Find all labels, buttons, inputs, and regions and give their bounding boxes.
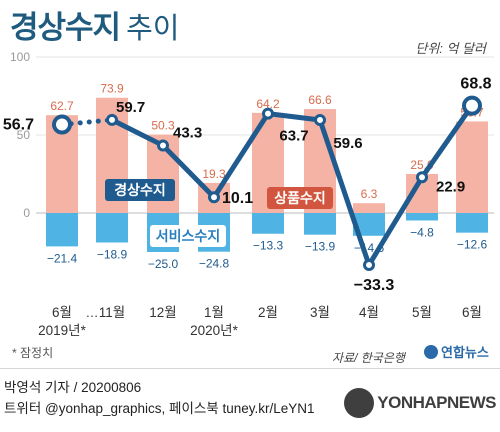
x-tick-label: 2월 <box>258 305 278 320</box>
current-account-label: 63.7 <box>279 128 308 145</box>
service-bar-label: −24.8 <box>199 257 230 271</box>
current-account-point <box>363 258 375 271</box>
watermark-text: YONHAPNEWS <box>377 393 496 412</box>
yonhap-logo-text: 연합뉴스 <box>441 345 489 360</box>
credit-line-1: 박영석 기자 / 20200806 <box>4 380 142 395</box>
service-bar-label: −13.3 <box>253 239 284 253</box>
service-bar-label: −4.8 <box>410 225 434 239</box>
service-bar <box>353 213 385 236</box>
goods-bar <box>353 203 385 213</box>
service-bar <box>456 213 488 233</box>
current-account-point <box>106 113 118 126</box>
current-account-label: −33.3 <box>354 277 395 294</box>
current-account-tag-box <box>105 179 175 201</box>
goods-tag-box <box>267 187 333 209</box>
goods-tag: 상품수지 <box>274 190 326 206</box>
yonhap-logo-icon <box>424 345 438 359</box>
x-tick-label: 3월 <box>310 305 330 320</box>
service-bar-label: −13.9 <box>305 240 336 254</box>
current-account-label: 22.9 <box>436 178 465 195</box>
yonhap-watermark: YONHAPNEWS <box>344 388 496 418</box>
goods-bar-label: 6.3 <box>361 187 378 201</box>
service-bar <box>304 213 336 235</box>
x-tick-label: 12월 <box>149 305 176 320</box>
y-tick-label: 100 <box>10 50 30 64</box>
goods-bar <box>456 121 488 213</box>
x-tick-label: 6월 <box>52 305 72 320</box>
watermark-icon <box>344 388 375 418</box>
service-bar-label: −18.9 <box>97 247 128 261</box>
current-account-label: 68.8 <box>460 76 491 93</box>
current-account-point <box>208 191 220 204</box>
chart-title: 경상수지 추이 <box>10 8 179 54</box>
service-tag: 서비스수지 <box>156 228 220 244</box>
current-account-point <box>262 107 274 120</box>
footnote: * 잠정치 <box>12 346 54 360</box>
current-account-point <box>416 171 428 184</box>
current-account-label: 56.7 <box>3 117 34 134</box>
goods-bar-label: 50.3 <box>151 119 175 133</box>
current-account-point <box>52 114 72 135</box>
current-account-label: 43.3 <box>173 124 202 141</box>
goods-bar-label: 64.2 <box>256 97 280 111</box>
x-tick-label: 4월 <box>359 305 379 320</box>
chart-area: 10050062.773.950.319.364.266.66.325.058.… <box>3 50 494 338</box>
service-bar <box>96 213 128 243</box>
service-bar <box>46 213 78 247</box>
y-tick-label: 0 <box>23 206 30 220</box>
source-label: 자료/ 한국은행 <box>332 351 405 365</box>
chart-title-main: 경상수지 <box>10 10 121 45</box>
current-account-label: 10.1 <box>222 190 253 207</box>
service-bar-label: −25.0 <box>148 257 179 271</box>
current-account-label: 59.7 <box>116 99 145 116</box>
service-tag-box <box>150 225 226 247</box>
unit-label: 단위: 억 달러 <box>415 41 486 56</box>
x-tick-label: 1월 <box>204 305 224 320</box>
goods-bar-label: 19.3 <box>202 167 226 181</box>
goods-bar-label: 62.7 <box>50 99 74 113</box>
service-bar <box>252 213 284 234</box>
current-account-line <box>110 104 475 268</box>
goods-bar-label: 66.6 <box>308 93 332 107</box>
goods-bar-label: 73.9 <box>100 82 124 96</box>
yonhap-logo: 연합뉴스 <box>424 342 489 361</box>
credit-line-2: 트위터 @yonhap_graphics, 페이스북 tuney.kr/LeYN… <box>4 401 315 416</box>
chart-title-sub: 추이 <box>126 13 180 45</box>
service-bar <box>406 213 438 221</box>
current-account-point <box>157 139 169 152</box>
current-account-tag: 경상수지 <box>114 182 166 198</box>
y-tick-label: 50 <box>17 128 31 142</box>
x-tick-label: 6월 <box>462 305 482 320</box>
current-account-label: 59.6 <box>333 135 362 152</box>
x-tick-label: 5월 <box>412 305 432 320</box>
x-year-label: 2020년* <box>190 323 238 338</box>
current-account-point <box>462 95 482 116</box>
service-bar-label: −12.6 <box>457 238 488 252</box>
x-gap-marker: … <box>86 305 99 320</box>
current-account-point <box>314 114 326 127</box>
x-year-label: 2019년* <box>38 323 86 338</box>
divider <box>0 368 500 369</box>
x-tick-label: 11월 <box>99 305 125 320</box>
service-bar-label: −21.4 <box>47 251 78 265</box>
